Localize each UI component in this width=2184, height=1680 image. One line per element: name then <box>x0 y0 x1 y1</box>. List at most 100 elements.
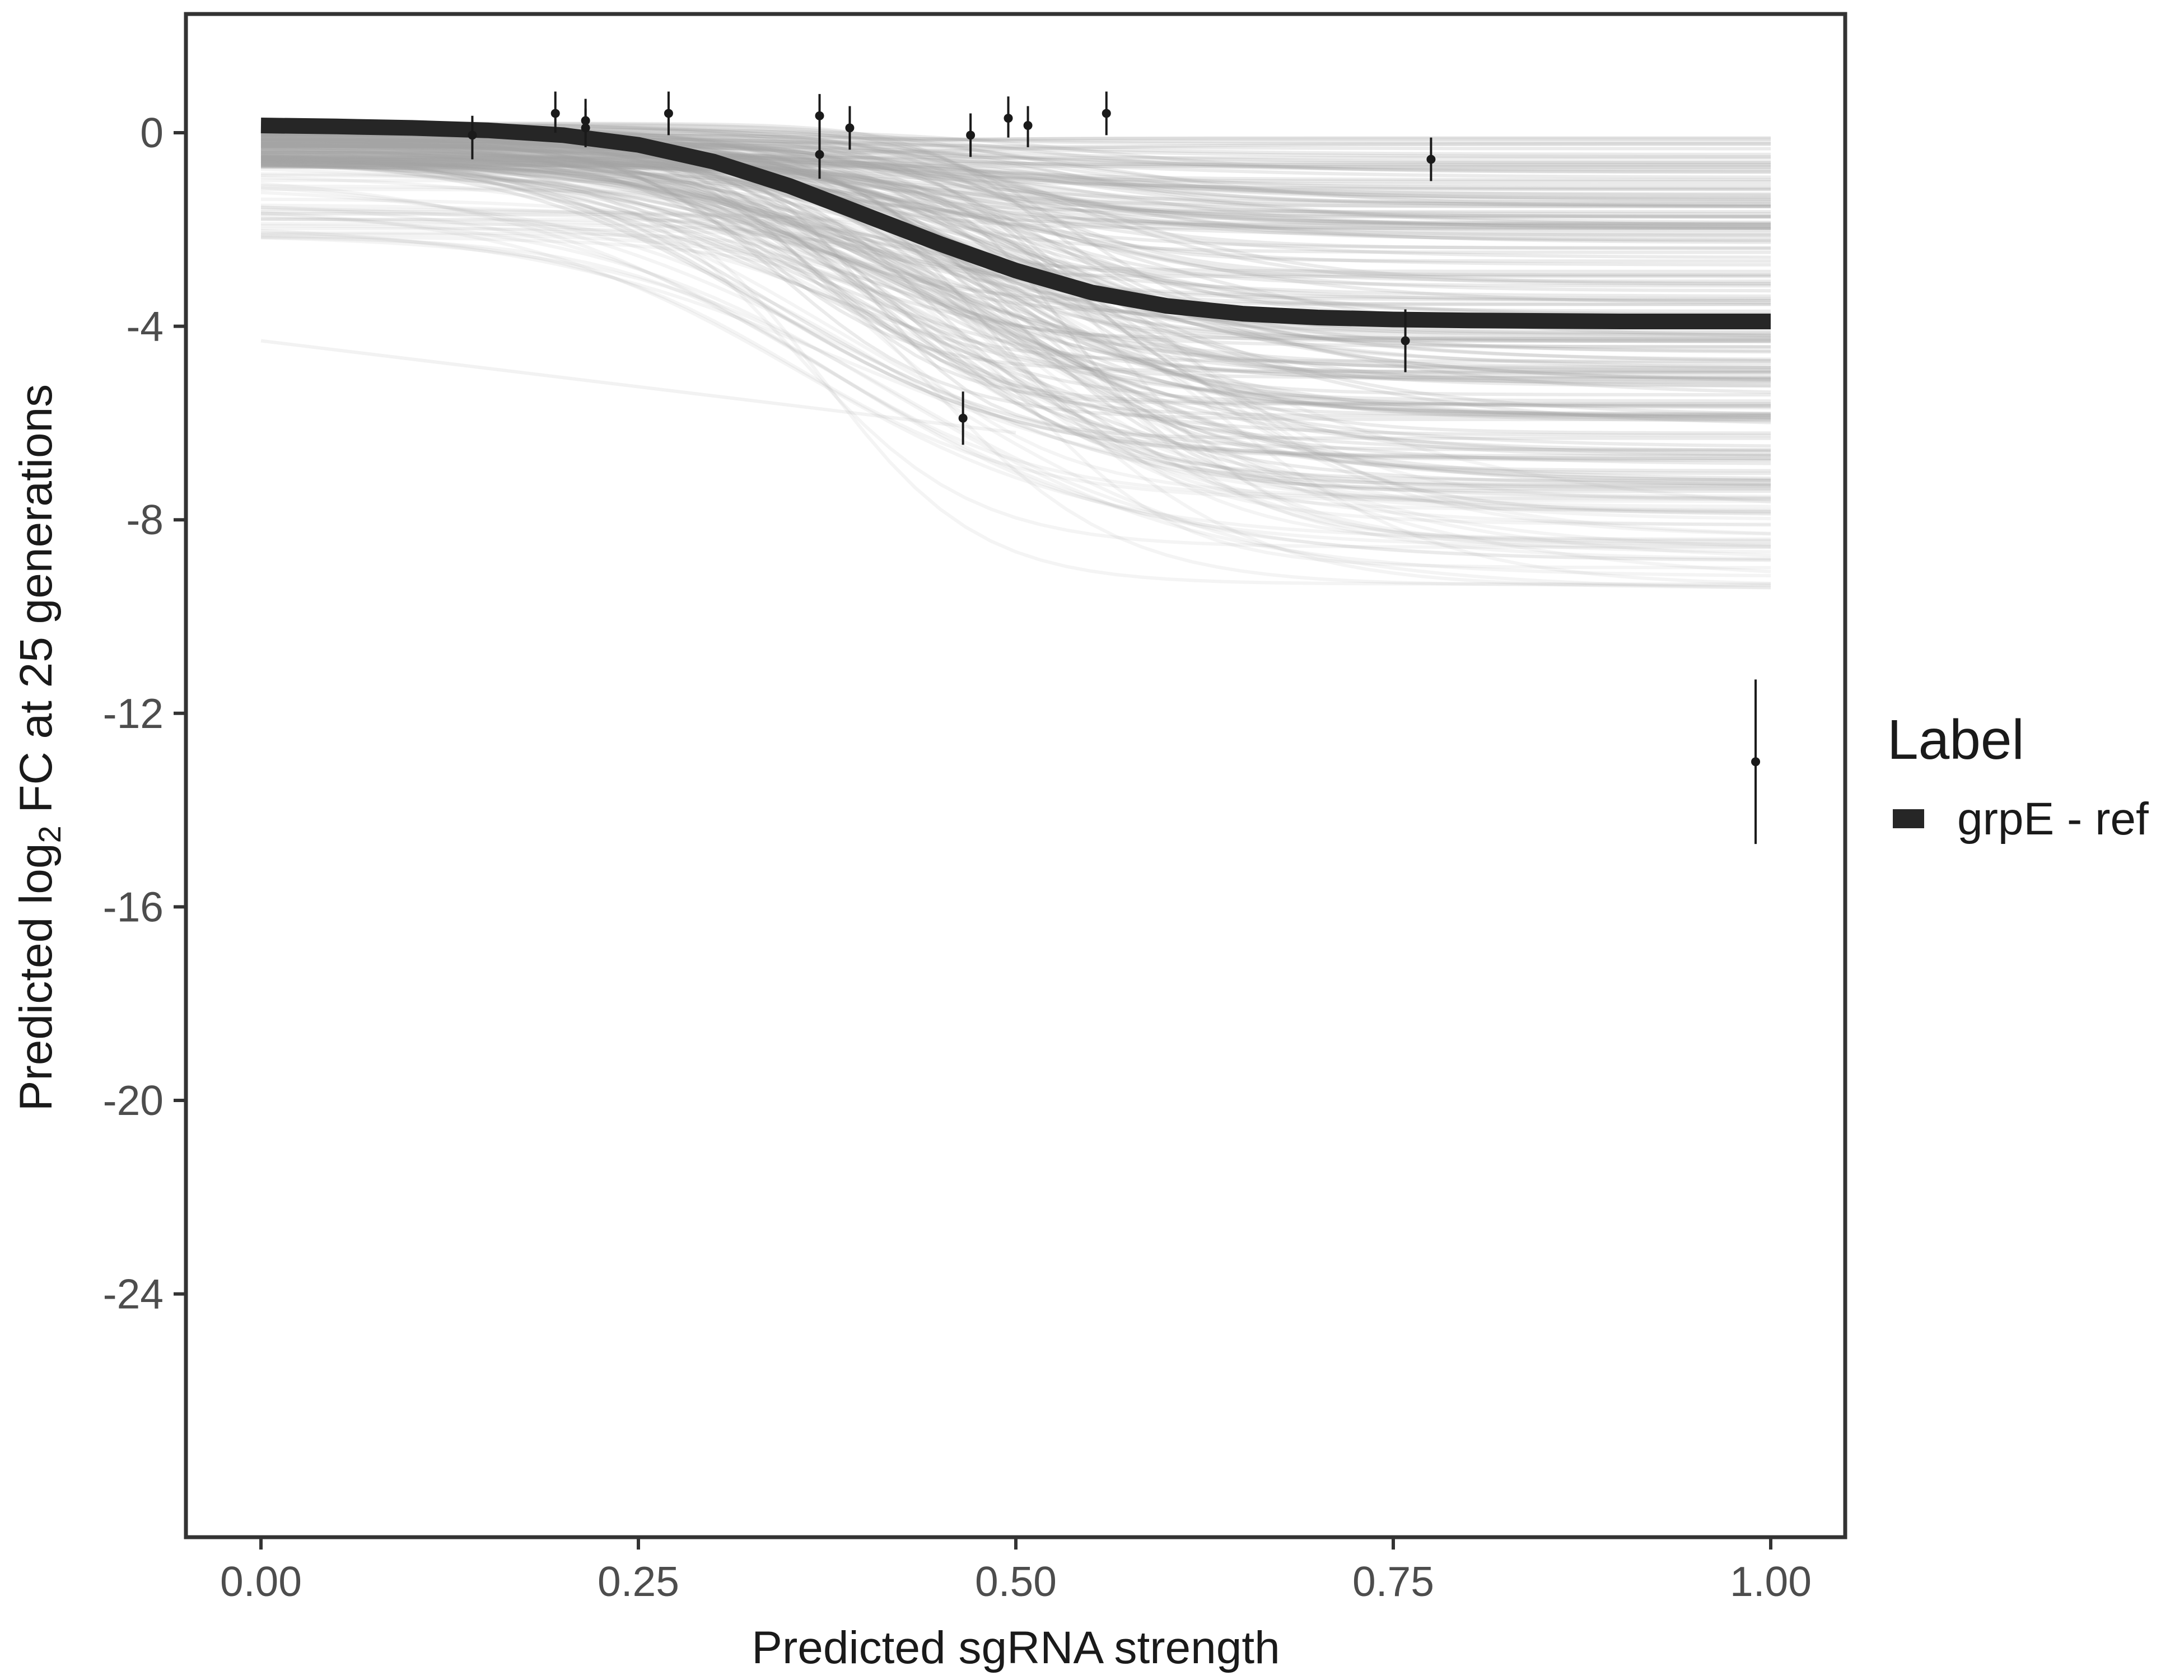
posterior-draw-156 <box>261 151 1771 179</box>
legend-title: Label <box>1887 708 2024 771</box>
posterior-draw-141 <box>260 133 1771 384</box>
x-tick-label-2: 0.50 <box>975 1558 1057 1605</box>
posterior-draw-22 <box>260 139 1771 361</box>
posterior-draw-187 <box>260 155 1771 557</box>
posterior-draw-60 <box>260 157 1771 230</box>
posterior-draw-27 <box>260 160 1771 238</box>
posterior-draw-191 <box>261 179 1771 502</box>
posterior-draw-155 <box>260 150 1771 490</box>
y-tick-label-2: -8 <box>126 496 164 543</box>
fit-line-group <box>260 118 1771 329</box>
posterior-draw-106 <box>260 145 1771 181</box>
data-point-6 <box>815 150 824 159</box>
data-point-3 <box>581 123 590 133</box>
posterior-draw-14 <box>261 162 1771 277</box>
posterior-draw-103 <box>260 142 1771 302</box>
posterior-draw-37 <box>260 157 1771 313</box>
posterior-draw-73 <box>260 156 1771 418</box>
x-tick-label-4: 1.00 <box>1730 1558 1812 1605</box>
posterior-draw-165 <box>260 156 1771 452</box>
posterior-draw-63 <box>260 159 1771 242</box>
posterior-draw-134 <box>260 157 1771 183</box>
posterior-draw-107 <box>260 146 1771 421</box>
x-axis-title: Predicted sgRNA strength <box>752 1622 1280 1673</box>
posterior-draw-93 <box>260 164 1771 301</box>
data-point-14 <box>1426 155 1436 164</box>
posterior-draw-36 <box>261 145 1771 174</box>
fit-line-grpe-ref <box>260 118 1771 329</box>
posterior-draw-139 <box>260 134 1771 405</box>
posterior-draw-23 <box>260 156 1771 228</box>
posterior-draw-142 <box>260 139 1771 342</box>
posterior-draw-127 <box>260 162 1771 337</box>
posterior-draw-154 <box>260 153 1771 458</box>
x-tick-label-0: 0.00 <box>220 1558 302 1605</box>
posterior-draw-25 <box>260 157 1771 333</box>
posterior-draw-94 <box>260 139 1771 374</box>
data-point-1 <box>550 109 560 118</box>
posterior-draw-4 <box>261 156 1771 203</box>
posterior-draw-49 <box>260 138 1771 293</box>
posterior-draw-185 <box>260 235 1771 501</box>
posterior-draw-213 <box>261 217 1771 541</box>
posterior-draw-215 <box>260 174 1771 587</box>
data-point-12 <box>1102 109 1111 118</box>
posterior-draw-55 <box>260 161 1771 191</box>
legend-label-grpe-ref: grpE - ref <box>1957 794 2149 844</box>
posterior-draw-69 <box>261 149 1771 306</box>
y-axis: 0 -4 -8 -12 -16 -20 -24 <box>103 109 186 1318</box>
posterior-draw-189 <box>260 211 1771 542</box>
posterior-draw-196 <box>260 158 1771 498</box>
posterior-draw-152 <box>260 137 1771 201</box>
posterior-draw-75 <box>260 153 1771 486</box>
posterior-draw-161 <box>260 161 1771 379</box>
posterior-draw-197 <box>260 217 1771 535</box>
posterior-draw-52 <box>261 139 1771 349</box>
posterior-draw-160 <box>261 144 1771 204</box>
posterior-draw-86 <box>260 165 1771 354</box>
posterior-draw-35 <box>260 138 1771 254</box>
posterior-draw-53 <box>261 139 1771 151</box>
data-point-11 <box>1023 121 1033 130</box>
posterior-draw-149 <box>260 129 1771 480</box>
data-point-8 <box>958 413 968 423</box>
posterior-draw-111 <box>260 144 1771 232</box>
observed-points <box>468 91 1761 844</box>
posterior-draw-137 <box>260 161 1771 229</box>
posterior-draw-163 <box>260 138 1771 250</box>
posterior-draw-43 <box>260 160 1771 166</box>
posterior-draw-216 <box>260 228 1771 500</box>
posterior-draw-21 <box>260 153 1771 461</box>
posterior-draw-173 <box>260 157 1771 448</box>
posterior-draw-48 <box>260 125 1771 408</box>
data-point-7 <box>845 123 855 133</box>
posterior-draw-82 <box>260 137 1771 417</box>
posterior-draw-206 <box>260 190 1771 590</box>
posterior-draw-218 <box>260 157 1771 500</box>
posterior-draw-13 <box>260 133 1771 381</box>
posterior-draw-19 <box>260 143 1771 288</box>
posterior-draw-24 <box>260 146 1771 197</box>
posterior-draw-7 <box>261 140 1771 277</box>
posterior-draw-110 <box>260 129 1771 482</box>
posterior-draw-83 <box>260 148 1771 461</box>
posterior-draw-99 <box>260 129 1771 456</box>
y-tick-label-1: -4 <box>126 303 164 350</box>
data-point-13 <box>1401 336 1410 346</box>
posterior-draw-120 <box>260 159 1771 419</box>
posterior-draw-100 <box>260 130 1771 422</box>
posterior-draw-188 <box>260 212 1771 514</box>
posterior-draw-74 <box>260 162 1771 370</box>
posterior-draw-205 <box>260 236 1771 562</box>
posterior-draw-132 <box>260 134 1771 437</box>
posterior-draw-72 <box>260 151 1771 409</box>
posterior-draw-208 <box>261 209 1771 516</box>
posterior-draw-123 <box>260 142 1771 259</box>
posterior-draw-192 <box>260 217 1771 548</box>
posterior-draw-211 <box>260 163 1771 504</box>
posterior-draw-57 <box>260 163 1771 370</box>
posterior-draw-1 <box>260 156 1771 373</box>
posterior-draw-78 <box>261 143 1771 440</box>
posterior-draw-194 <box>260 158 1771 549</box>
